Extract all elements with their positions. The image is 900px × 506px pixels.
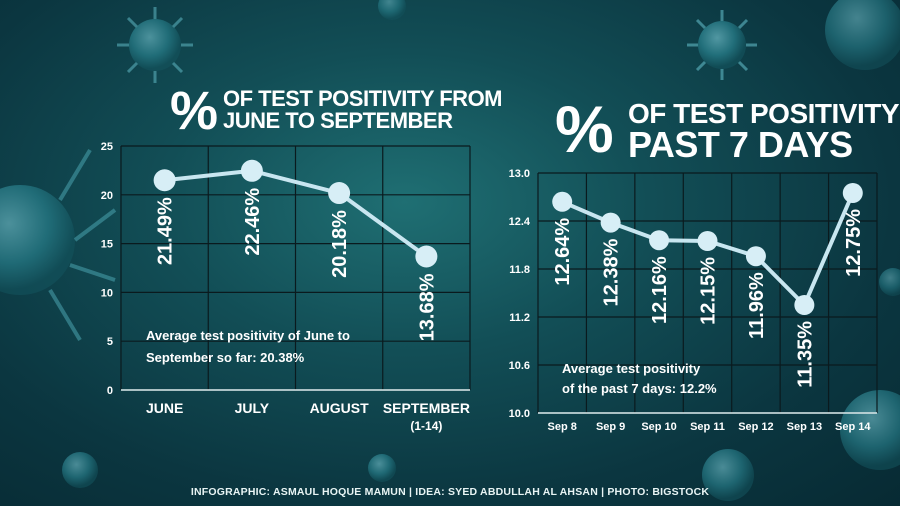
x-tick-label: Sep 13 bbox=[787, 421, 822, 433]
annotation-text: September so far: 20.38% bbox=[146, 350, 305, 365]
data-label: 12.15% bbox=[698, 257, 720, 325]
y-tick-label: 11.2 bbox=[509, 312, 530, 324]
annotation-text: Average test positivity bbox=[562, 361, 701, 376]
data-label: 11.35% bbox=[794, 321, 816, 388]
virus-icon bbox=[687, 10, 757, 80]
x-tick-label: AUGUST bbox=[310, 400, 370, 416]
x-tick-label: Sep 12 bbox=[738, 421, 773, 433]
series-line bbox=[164, 168, 428, 259]
y-tick-label: 5 bbox=[107, 336, 113, 348]
data-point bbox=[415, 245, 438, 268]
data-point bbox=[240, 159, 263, 182]
x-tick-label: Sep 14 bbox=[835, 421, 871, 433]
virus-icon bbox=[840, 390, 900, 470]
y-tick-label: 15 bbox=[101, 239, 113, 251]
data-point bbox=[842, 183, 863, 203]
data-point bbox=[697, 231, 718, 251]
y-tick-label: 25 bbox=[101, 141, 113, 153]
left-title-line1: OF TEST POSITIVITY FROM bbox=[223, 86, 503, 111]
data-point bbox=[153, 169, 176, 192]
data-point bbox=[745, 246, 766, 267]
annotation-text: of the past 7 days: 12.2% bbox=[562, 381, 717, 396]
data-label: 12.16% bbox=[649, 256, 671, 324]
y-tick-label: 20 bbox=[101, 190, 113, 202]
virus-icon bbox=[117, 7, 193, 83]
data-label: 22.46% bbox=[242, 188, 264, 256]
left-title-line2: JUNE TO SEPTEMBER bbox=[223, 108, 453, 133]
chart-1: 0 5 10 15 20 25 21.49% 22.46% 20.18% 13.68% JUNE JU… bbox=[101, 141, 471, 433]
virus-icon bbox=[702, 449, 754, 501]
virus-icon bbox=[879, 268, 900, 296]
right-title-line1: OF TEST POSITIVITY bbox=[628, 98, 900, 129]
data-label: 12.38% bbox=[601, 238, 623, 306]
y-tick-label: 11.8 bbox=[509, 264, 530, 276]
y-tick-label: 10.6 bbox=[509, 360, 530, 372]
y-tick-label: 10.0 bbox=[509, 408, 530, 420]
data-label: 20.18% bbox=[329, 210, 351, 278]
right-title-percent: % bbox=[555, 92, 614, 166]
y-tick-label: 10 bbox=[101, 287, 113, 299]
x-tick-label: Sep 10 bbox=[641, 421, 676, 433]
data-label: 12.64% bbox=[552, 218, 574, 286]
x-tick-sublabel: (1-14) bbox=[410, 419, 442, 433]
data-label: 11.96% bbox=[746, 272, 768, 339]
virus-icon bbox=[368, 454, 396, 482]
data-label: 21.49% bbox=[155, 197, 177, 265]
y-tick-label: 0 bbox=[107, 385, 113, 397]
data-point bbox=[600, 212, 621, 233]
y-tick-label: 12.4 bbox=[509, 216, 531, 228]
data-label: 12.75% bbox=[843, 209, 865, 277]
x-tick-label: Sep 11 bbox=[690, 421, 725, 433]
data-point bbox=[328, 182, 351, 205]
virus-icon bbox=[62, 452, 98, 488]
virus-icon bbox=[825, 0, 900, 70]
virus-icon bbox=[378, 0, 406, 20]
virus-icon bbox=[0, 148, 117, 342]
data-label: 13.68% bbox=[416, 273, 438, 341]
y-tick-label: 13.0 bbox=[509, 168, 530, 180]
credits: INFOGRAPHIC: ASMAUL HOQUE MAMUN | IDEA: … bbox=[190, 486, 710, 498]
x-tick-label: JULY bbox=[235, 400, 270, 416]
x-tick-label: SEPTEMBER bbox=[383, 400, 470, 416]
x-tick-label: Sep 9 bbox=[596, 421, 625, 433]
right-title-line2: PAST 7 DAYS bbox=[628, 124, 853, 165]
data-point bbox=[794, 295, 815, 315]
x-tick-label: Sep 8 bbox=[548, 421, 577, 433]
left-title-percent: % bbox=[170, 81, 219, 141]
data-point bbox=[552, 191, 573, 212]
annotation-text: Average test positivity of June to bbox=[146, 328, 350, 343]
chart-2: 10.0 10.6 11.2 11.8 12.4 13.0 12.64% 12.38% 12.1… bbox=[509, 168, 878, 433]
data-point bbox=[649, 230, 670, 251]
x-tick-label: JUNE bbox=[146, 400, 183, 416]
